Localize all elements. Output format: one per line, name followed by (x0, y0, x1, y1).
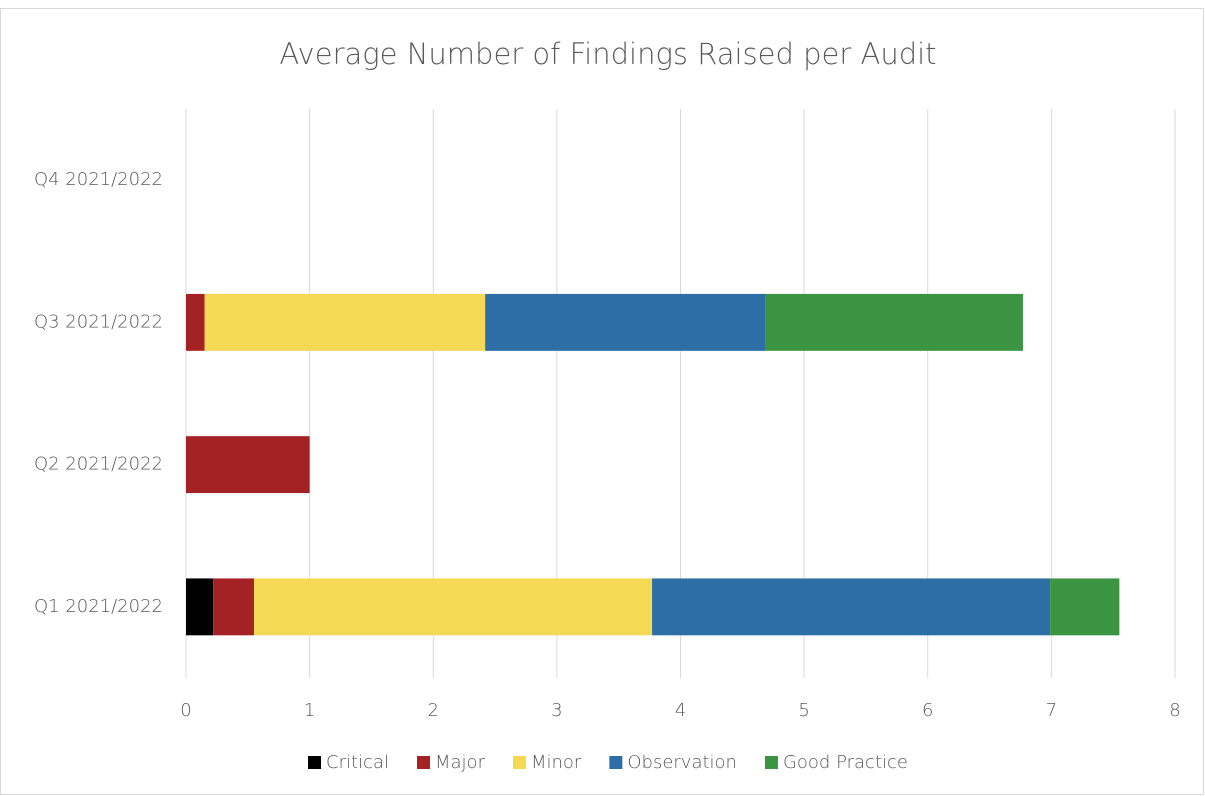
legend-swatch (417, 756, 430, 769)
chart-border (0, 8, 1204, 795)
x-tick-label: 3 (551, 700, 562, 721)
legend-label: Minor (531, 752, 582, 773)
bar-segment (186, 293, 205, 351)
legend-label: Observation (627, 752, 737, 773)
bar-segment (213, 578, 254, 636)
y-tick-label: Q2 2021/2022 (34, 454, 163, 475)
legend-swatch (609, 756, 623, 769)
y-tick-label: Q4 2021/2022 (34, 169, 163, 190)
legend-swatch (308, 756, 322, 769)
bar-segment (204, 293, 486, 351)
legend-swatch (764, 756, 778, 769)
bar-segment (186, 436, 310, 494)
x-tick-label: 1 (304, 700, 315, 721)
bar-segment (485, 293, 766, 351)
legend-label: Good Practice (783, 752, 908, 773)
bar-segment (186, 578, 214, 636)
bar-segment (253, 578, 653, 636)
x-tick-label: 0 (180, 700, 191, 721)
bar-segment (1050, 578, 1120, 636)
y-tick-label: Q3 2021/2022 (34, 311, 163, 332)
x-tick-label: 7 (1046, 700, 1057, 721)
x-tick-label: 8 (1169, 700, 1180, 721)
bar-segment (652, 578, 1051, 636)
legend-swatch (512, 756, 526, 769)
bar-segment (765, 293, 1023, 351)
chart-title: Average Number of Findings Raised per Au… (279, 37, 936, 71)
y-tick-label: Q1 2021/2022 (34, 596, 163, 617)
legend-label: Critical (326, 752, 389, 773)
x-tick-label: 2 (428, 700, 439, 721)
x-tick-label: 5 (798, 700, 809, 721)
x-tick-label: 6 (922, 700, 933, 721)
x-tick-label: 4 (675, 700, 686, 721)
legend-label: Major (435, 752, 486, 773)
